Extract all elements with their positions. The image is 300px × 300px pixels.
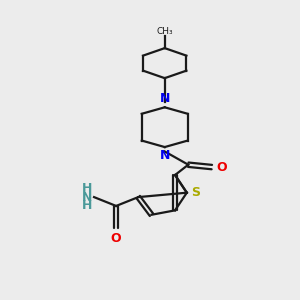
Text: O: O (216, 160, 226, 174)
Text: N: N (82, 190, 93, 204)
Text: O: O (111, 232, 122, 244)
Text: N: N (160, 149, 170, 162)
Text: S: S (191, 186, 200, 199)
Text: N: N (160, 92, 170, 105)
Text: H: H (82, 200, 93, 212)
Text: CH₃: CH₃ (156, 27, 173, 36)
Text: H: H (82, 182, 93, 195)
